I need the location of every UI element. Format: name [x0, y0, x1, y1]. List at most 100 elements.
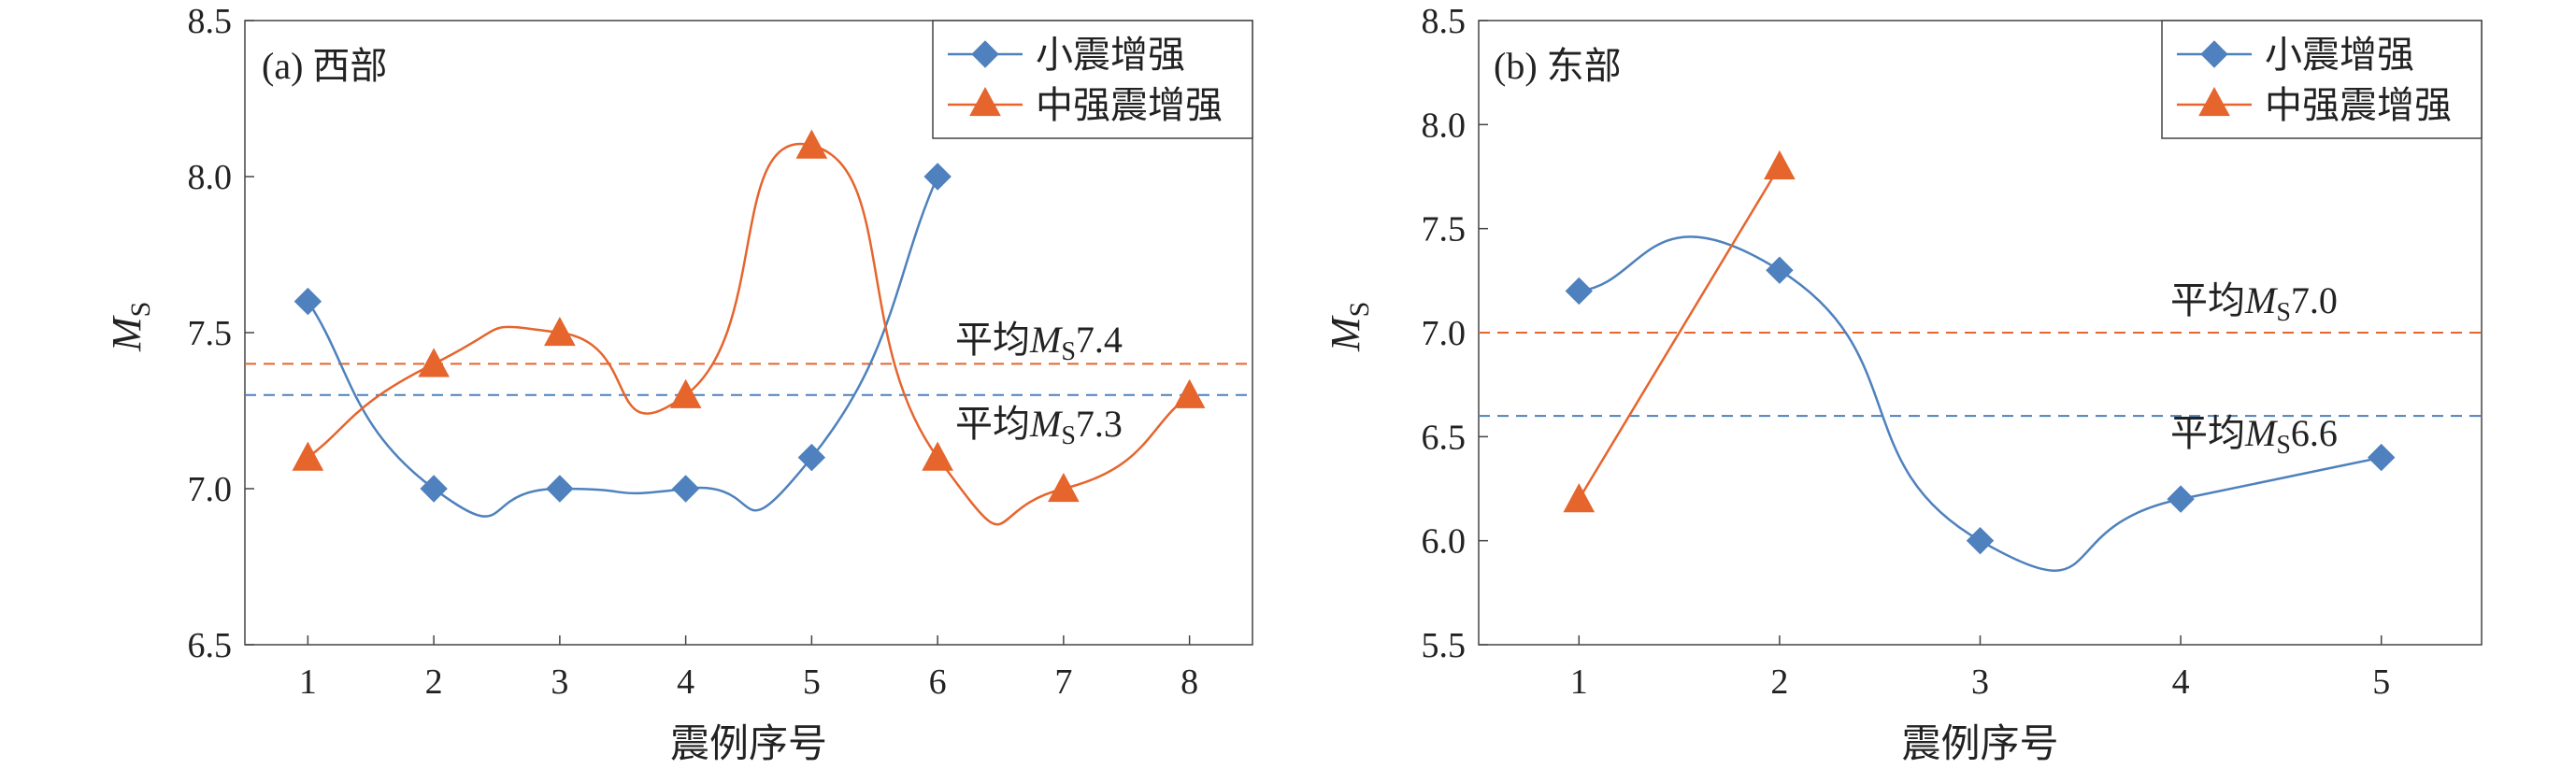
x-tick-label: 1 — [299, 662, 317, 702]
y-tick-label: 8.5 — [1422, 2, 1467, 41]
average-label-value: 7.3 — [1076, 403, 1123, 445]
data-point-diamond — [1966, 526, 1995, 555]
legend-label: 中强震增强 — [2265, 84, 2452, 126]
series-line — [307, 142, 1191, 526]
legend-label: 小震增强 — [1036, 34, 1185, 76]
y-tick-label: 7.5 — [1422, 210, 1467, 249]
y-tick-label: 7.0 — [188, 470, 233, 509]
data-point-triangle — [669, 378, 702, 408]
data-point-diamond — [797, 443, 826, 472]
y-axis-label-sub: S — [1344, 302, 1375, 318]
average-label-sub: S — [2276, 431, 2291, 460]
series-1 — [293, 163, 952, 518]
x-axis-label: 震例序号 — [670, 723, 827, 764]
x-tick-label: 5 — [2372, 662, 2390, 702]
x-tick-label: 2 — [425, 662, 443, 702]
average-label-prefix: 平均 — [2170, 412, 2245, 455]
series-line — [1578, 165, 1781, 500]
average-label-prefix: 平均 — [2170, 279, 2245, 322]
average-label-sub: S — [1061, 337, 1076, 366]
average-label-value: 6.6 — [2291, 412, 2338, 454]
legend-marker-diamond — [2200, 40, 2228, 68]
data-point-diamond — [1565, 277, 1594, 306]
y-tick-label: 6.5 — [188, 626, 233, 665]
average-label-m: M — [1029, 403, 1064, 445]
average-label: 平均MS7.0 — [2170, 279, 2338, 327]
panel-label: (a) 西部 — [262, 45, 387, 87]
data-point-diamond — [546, 475, 574, 503]
x-tick-label: 4 — [677, 662, 694, 702]
data-point-triangle — [1563, 483, 1596, 513]
x-tick-label: 7 — [1054, 662, 1072, 702]
legend-marker-triangle — [969, 86, 1001, 117]
y-tick-label: 6.5 — [1422, 418, 1467, 457]
data-point-triangle — [1173, 378, 1206, 408]
legend-marker-diamond — [971, 40, 999, 68]
data-point-triangle — [544, 316, 576, 347]
legend-label: 小震增强 — [2265, 34, 2414, 76]
data-point-diamond — [293, 287, 322, 316]
y-tick-label: 8.0 — [1422, 106, 1467, 145]
x-tick-label: 2 — [1770, 662, 1788, 702]
average-label-value: 7.4 — [1076, 319, 1123, 361]
x-tick-label: 4 — [2172, 662, 2190, 702]
average-label-m: M — [2244, 412, 2279, 454]
y-axis-label-sub: S — [125, 302, 156, 318]
series-line — [1579, 235, 2382, 572]
y-axis-label-main: M — [104, 315, 150, 352]
data-point-diamond — [2367, 443, 2396, 472]
y-axis-label: MS — [1323, 302, 1375, 352]
y-tick-label: 7.5 — [188, 314, 233, 353]
y-tick-label: 8.0 — [188, 158, 233, 197]
y-tick-label: 6.0 — [1422, 522, 1467, 562]
x-tick-label: 6 — [929, 662, 947, 702]
average-label: 平均MS7.3 — [955, 403, 1123, 450]
data-point-diamond — [420, 475, 448, 503]
x-tick-label: 3 — [1971, 662, 1989, 702]
average-label-sub: S — [1061, 421, 1076, 450]
data-point-diamond — [923, 163, 952, 191]
y-tick-label: 7.0 — [1422, 314, 1467, 353]
data-point-triangle — [922, 441, 953, 471]
data-point-triangle — [292, 441, 324, 471]
x-tick-label: 5 — [803, 662, 821, 702]
average-label-value: 7.0 — [2291, 279, 2338, 321]
legend-box — [932, 20, 1253, 139]
series-1 — [1565, 235, 2396, 572]
average-label-m: M — [2244, 279, 2279, 321]
y-tick-label: 5.5 — [1422, 626, 1467, 665]
x-tick-label: 3 — [551, 662, 568, 702]
series-2 — [292, 129, 1206, 526]
average-label: 平均MS6.6 — [2170, 412, 2338, 460]
y-axis-label-main: M — [1323, 315, 1368, 352]
legend-label: 中强震增强 — [1036, 84, 1223, 126]
series-line — [307, 176, 939, 518]
y-tick-label: 8.5 — [188, 2, 233, 41]
x-tick-label: 8 — [1181, 662, 1198, 702]
average-label: 平均MS7.4 — [955, 319, 1123, 366]
legend-marker-triangle — [2198, 86, 2230, 117]
data-point-triangle — [1048, 472, 1080, 503]
legend-box — [2161, 20, 2483, 139]
average-label-m: M — [1029, 319, 1064, 361]
data-point-triangle — [418, 348, 450, 377]
y-axis-label: MS — [104, 302, 156, 352]
data-point-diamond — [2167, 485, 2195, 513]
panel-label: (b) 东部 — [1494, 45, 1622, 87]
data-point-diamond — [1766, 256, 1794, 284]
average-label-sub: S — [2276, 298, 2291, 327]
data-point-triangle — [1764, 150, 1796, 179]
series-2 — [1563, 150, 1796, 513]
x-axis-label: 震例序号 — [1901, 723, 2058, 764]
x-tick-label: 1 — [1570, 662, 1588, 702]
data-point-diamond — [671, 475, 700, 503]
average-label-prefix: 平均 — [955, 319, 1030, 362]
data-point-triangle — [795, 129, 828, 159]
average-label-prefix: 平均 — [955, 403, 1030, 446]
